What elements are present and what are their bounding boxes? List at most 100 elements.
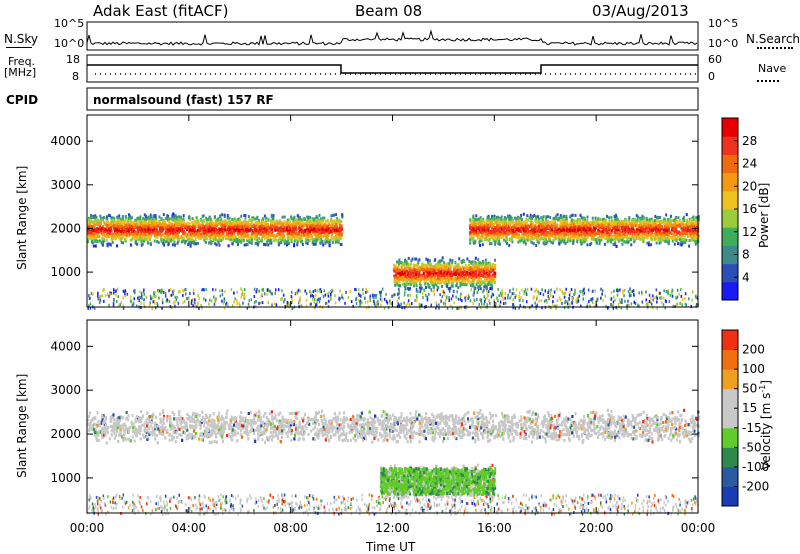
scatter-cell <box>607 306 609 310</box>
scatter-cell <box>681 303 683 307</box>
scatter-cell <box>112 291 115 295</box>
scatter-cell <box>380 303 382 307</box>
data-cell <box>412 264 415 268</box>
data-cell <box>216 217 219 221</box>
data-cell <box>188 215 191 219</box>
data-cell <box>410 268 413 272</box>
data-cell <box>313 232 316 236</box>
scatter-cell <box>622 291 624 295</box>
data-cell <box>488 270 491 274</box>
data-cell <box>167 233 169 237</box>
data-cell <box>330 233 333 237</box>
scatter-cell <box>540 299 542 303</box>
scatter-cell <box>630 294 632 297</box>
scatter-cell <box>385 299 388 303</box>
data-cell <box>264 243 267 246</box>
data-cell <box>335 213 338 217</box>
scatter-cell <box>192 292 195 295</box>
data-cell <box>222 235 225 239</box>
data-cell <box>254 228 257 232</box>
data-cell <box>130 225 133 229</box>
data-cell <box>146 226 149 230</box>
scatter-cell <box>561 290 563 294</box>
data-cell <box>87 237 90 241</box>
scatter-cell <box>626 304 628 308</box>
data-cell <box>153 214 156 218</box>
scatter-cell <box>566 300 569 303</box>
scatter-cell <box>476 306 478 310</box>
data-cell <box>474 273 477 276</box>
scatter-cell <box>617 289 620 293</box>
data-cell <box>492 265 495 268</box>
scatter-cell <box>149 294 152 298</box>
data-cell <box>238 239 241 243</box>
data-cell <box>415 257 418 261</box>
scatter-cell <box>326 301 328 305</box>
data-cell <box>477 281 480 285</box>
data-cell <box>158 219 161 223</box>
data-cell <box>219 236 222 240</box>
data-cell <box>102 216 105 219</box>
scatter-cell <box>158 296 160 300</box>
scatter-cell <box>582 297 584 301</box>
data-cell <box>114 236 117 240</box>
scatter-cell <box>137 296 139 300</box>
data-cell <box>153 222 156 226</box>
data-cell <box>434 282 437 286</box>
data-cell <box>432 265 435 269</box>
data-cell <box>263 242 265 246</box>
data-cell <box>235 238 238 241</box>
data-cell <box>111 216 114 220</box>
data-cell <box>285 243 288 247</box>
data-cell <box>428 271 431 275</box>
scatter-cell <box>659 296 661 300</box>
scatter-cell <box>561 301 563 305</box>
data-cell <box>317 235 320 239</box>
data-cell <box>172 231 174 235</box>
data-cell <box>293 229 295 233</box>
data-cell <box>171 243 174 247</box>
data-cell <box>492 276 494 280</box>
scatter-cell <box>153 291 155 295</box>
data-cell <box>105 238 108 242</box>
scatter-cell <box>320 290 322 294</box>
data-cell <box>432 267 434 271</box>
data-cell <box>106 226 109 230</box>
data-cell <box>427 283 430 287</box>
data-cell <box>174 225 177 229</box>
scatter-cell <box>436 288 439 292</box>
scatter-cell <box>483 295 486 299</box>
data-cell <box>244 215 247 219</box>
scatter-cell <box>534 301 536 305</box>
scatter-cell <box>415 289 418 293</box>
data-cell <box>116 244 119 248</box>
data-cell <box>449 265 452 268</box>
scatter-cell <box>280 297 282 301</box>
scatter-cell <box>580 304 582 308</box>
scatter-cell <box>178 290 180 294</box>
data-cell <box>128 234 131 238</box>
data-cell <box>321 230 324 234</box>
data-cell <box>143 239 145 243</box>
data-cell <box>107 231 110 235</box>
data-cell <box>146 222 149 226</box>
data-cell <box>234 222 237 225</box>
data-cell <box>340 224 343 228</box>
scatter-cell <box>695 304 697 308</box>
data-cell <box>449 272 452 276</box>
scatter-cell <box>630 290 632 293</box>
scatter-cell <box>415 299 418 303</box>
data-cell <box>327 234 330 237</box>
data-cell <box>439 259 442 263</box>
data-cell <box>478 268 481 272</box>
scatter-cell <box>518 306 520 310</box>
data-cell <box>258 225 261 229</box>
data-cell <box>176 218 179 222</box>
data-cell <box>422 272 425 276</box>
scatter-cell <box>143 292 145 296</box>
scatter-cell <box>679 301 681 305</box>
data-cell <box>123 233 126 237</box>
data-cell <box>243 243 246 247</box>
data-cell <box>313 239 316 243</box>
scatter-cell <box>141 294 143 298</box>
